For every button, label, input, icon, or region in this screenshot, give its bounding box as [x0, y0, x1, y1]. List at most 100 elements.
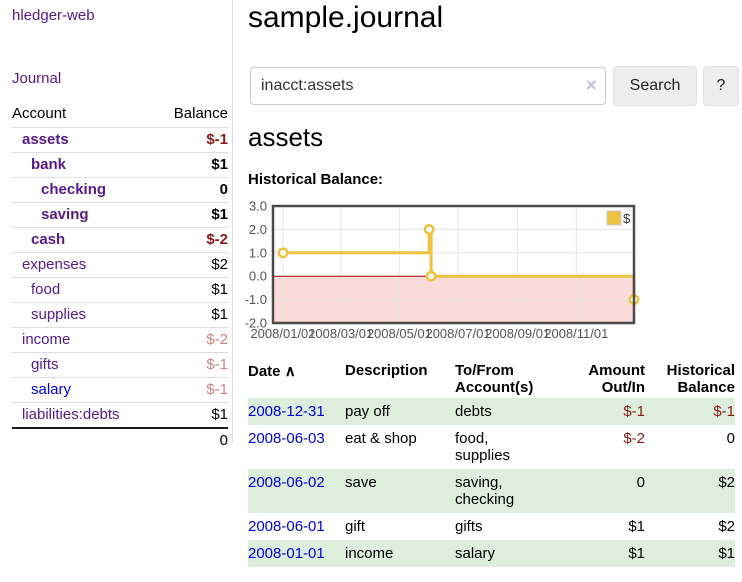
transaction-balance: 0 [726, 430, 735, 447]
chart-title: Historical Balance: [248, 171, 384, 188]
account-link[interactable]: income [22, 331, 71, 348]
accounts-table-body: assets $-1 bank $1 checking 0 saving $1 cash $-2 e… [12, 127, 228, 428]
help-button[interactable]: ? [703, 66, 739, 106]
chart-frame [271, 204, 636, 325]
account-balance: $-1 [155, 377, 228, 403]
account-row: assets $-1 [12, 127, 228, 153]
y-tick-label: -2.0 [245, 316, 267, 331]
accounts-col-account: Account [12, 105, 67, 122]
account-link[interactable]: cash [31, 231, 66, 248]
y-tick-label: 2.0 [249, 222, 267, 237]
clear-search-icon[interactable]: × [586, 75, 597, 95]
transaction-accounts: debts [455, 403, 492, 420]
search-button[interactable]: Search [613, 66, 697, 106]
register-table: Date ∧ Description To/From Account(s) Am… [248, 360, 735, 567]
transaction-amount: $1 [628, 518, 645, 535]
transaction-description: eat & shop [345, 430, 417, 447]
account-link[interactable]: saving [41, 206, 89, 223]
transaction-amount: $-2 [623, 430, 645, 447]
x-tick-label: 2008/11/01 [544, 326, 608, 341]
search-input[interactable] [250, 67, 606, 105]
transaction-date-link[interactable]: 2008-06-01 [248, 518, 325, 535]
account-link[interactable]: assets [22, 131, 69, 148]
sidebar-item-journal[interactable]: Journal [12, 70, 62, 87]
transaction-amount: $-1 [623, 403, 645, 420]
x-tick-label: 2008/07/01 [425, 326, 490, 341]
accounts-total-balance: 0 [155, 427, 228, 453]
accounts-table: Account Balance assets $-1 bank $1 checking 0… [12, 102, 228, 453]
transaction-description: save [345, 474, 377, 491]
data-point-marker [425, 270, 437, 282]
x-tick-label: 2008/03/01 [308, 326, 373, 341]
account-link[interactable]: bank [31, 156, 67, 173]
transaction-date-link[interactable]: 2008-06-03 [248, 430, 325, 447]
data-point-marker [423, 223, 435, 235]
y-tick-label: -1.0 [245, 292, 267, 307]
account-row: saving $1 [12, 202, 228, 228]
register-col-description: Description [345, 362, 428, 379]
account-link[interactable]: salary [31, 381, 72, 398]
y-tick-label: 1.0 [249, 245, 267, 260]
account-balance: $1 [155, 152, 228, 178]
account-link[interactable]: expenses [22, 256, 87, 273]
account-balance: $2 [155, 252, 228, 278]
account-row: liabilities:debts $1 [12, 402, 228, 428]
account-link[interactable]: liabilities:debts [22, 406, 120, 423]
x-tick-label: 2008/09/01 [485, 326, 550, 341]
register-col-date[interactable]: Date ∧ [248, 363, 296, 380]
account-row: cash $-2 [12, 227, 228, 253]
transaction-accounts: gifts [455, 518, 483, 535]
transaction-date-link[interactable]: 2008-06-02 [248, 474, 325, 491]
account-row: gifts $-1 [12, 352, 228, 378]
y-tick-label: 3.0 [249, 199, 267, 214]
transaction-accounts: food, supplies [455, 430, 511, 464]
transaction-date-link[interactable]: 2008-01-01 [248, 545, 325, 562]
accounts-col-balance: Balance [173, 105, 228, 122]
accounts-total-row: 0 [12, 427, 228, 453]
balance-chart: $3.0 2.0 1.0 0.0 -1.0 -2.02008/01/012008/03/0… [245, 199, 640, 341]
register-col-tofrom: To/From Account(s) [455, 362, 534, 396]
transaction-row: 2008-06-02 save saving, checking 0 $2 [248, 469, 735, 513]
account-link[interactable]: supplies [31, 306, 87, 323]
register-table-body: 2008-12-31 pay off debts $-1 $-1 2008-06-03 ea… [248, 398, 735, 567]
account-row: salary $-1 [12, 377, 228, 403]
legend-swatch [606, 210, 622, 226]
accounts-header-row: Account Balance [12, 102, 228, 128]
transaction-amount: 0 [636, 474, 645, 491]
account-balance: $-1 [155, 352, 228, 378]
account-row: expenses $2 [12, 252, 228, 278]
transaction-description: gift [345, 518, 366, 535]
account-row: income $-2 [12, 327, 228, 353]
account-link[interactable]: food [31, 281, 61, 298]
transaction-row: 2008-06-03 eat & shop food, supplies $-2 0 [248, 425, 735, 469]
account-row: checking 0 [12, 177, 228, 203]
account-balance: $1 [155, 277, 228, 303]
sort-asc-icon: ∧ [284, 363, 296, 380]
legend-label: $ [623, 211, 631, 226]
account-balance: 0 [155, 177, 228, 203]
x-tick-label: 2008/01/01 [250, 326, 315, 341]
account-row: supplies $1 [12, 302, 228, 328]
register-header-row: Date ∧ Description To/From Account(s) Am… [248, 360, 735, 398]
transaction-row: 2008-12-31 pay off debts $-1 $-1 [248, 398, 735, 425]
account-balance: $1 [155, 302, 228, 328]
transaction-row: 2008-01-01 income salary $1 $1 [248, 540, 735, 567]
transaction-date-link[interactable]: 2008-12-31 [248, 403, 325, 420]
page-title: sample.journal [248, 1, 444, 34]
account-row: food $1 [12, 277, 228, 303]
sidebar: hledger-web Journal Account Balance asse… [0, 0, 233, 453]
account-balance: $1 [155, 202, 228, 228]
account-balance: $1 [155, 402, 228, 428]
transaction-balance: $-1 [713, 403, 735, 420]
transaction-balance: $2 [718, 474, 735, 491]
account-link[interactable]: gifts [31, 356, 59, 373]
y-tick-label: 0.0 [249, 269, 267, 284]
account-link[interactable]: checking [41, 181, 107, 198]
register-col-amount: Amount Out/In [588, 362, 645, 396]
brand-link[interactable]: hledger-web [12, 7, 95, 24]
transaction-accounts: salary [455, 545, 496, 562]
data-point-marker [277, 247, 289, 259]
transaction-balance: $1 [718, 545, 735, 562]
transaction-description: pay off [345, 403, 390, 420]
